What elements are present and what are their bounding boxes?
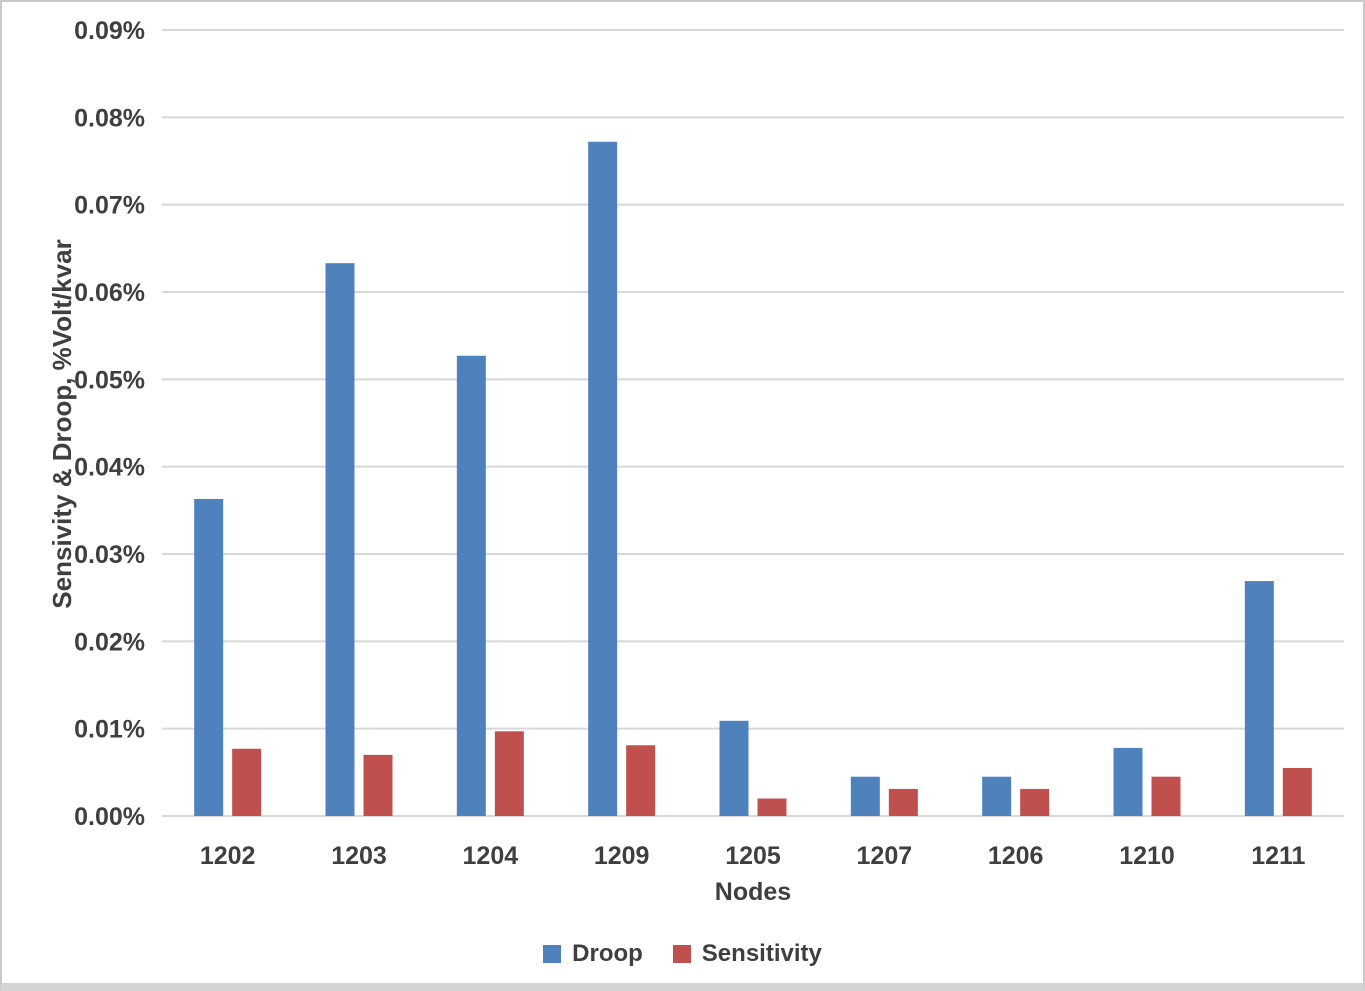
y-tick-label: 0.07%	[74, 192, 145, 220]
sensitivity-legend-swatch	[672, 945, 691, 963]
bar-droop-1210	[1113, 747, 1143, 816]
bar-sensitivity-1205	[757, 798, 787, 816]
x-axis-title: Nodes	[714, 878, 792, 906]
legend-item-sensitivity: Sensitivity	[672, 940, 822, 968]
bar-droop-1204	[456, 355, 486, 816]
bar-sensitivity-1207	[888, 788, 918, 816]
y-tick-label: 0.08%	[74, 104, 145, 132]
bar-sensitivity-1204	[494, 731, 524, 816]
droop-legend-label: Droop	[572, 940, 643, 967]
x-tick-label: 1205	[725, 842, 781, 870]
y-tick-label: 0.05%	[74, 366, 145, 394]
bar-droop-1206	[982, 776, 1012, 816]
y-tick-label: 0.09%	[74, 17, 145, 45]
x-tick-label: 1207	[857, 842, 913, 870]
bar-sensitivity-1206	[1020, 788, 1050, 816]
bar-droop-1209	[588, 141, 618, 816]
bar-droop-1202	[194, 498, 224, 816]
bar-droop-1203	[325, 263, 355, 816]
x-tick-label: 1203	[331, 842, 387, 870]
y-tick-label: 0.02%	[74, 628, 145, 656]
y-tick-label: 0.03%	[74, 541, 145, 569]
x-tick-label: 1209	[594, 842, 650, 870]
bar-sensitivity-1202	[232, 748, 262, 816]
bar-sensitivity-1209	[626, 745, 656, 816]
bar-sensitivity-1210	[1151, 776, 1181, 816]
sensitivity-legend-label: Sensitivity	[701, 940, 822, 967]
y-tick-label: 0.06%	[74, 279, 145, 307]
x-tick-label: 1211	[1251, 842, 1305, 870]
y-axis-title: Sensivity & Droop, %Volt/kvar	[47, 239, 77, 609]
bar-droop-1207	[850, 776, 880, 816]
x-tick-label: 1210	[1119, 842, 1175, 870]
bar-droop-1211	[1244, 581, 1274, 816]
x-tick-label: 1206	[988, 842, 1044, 870]
legend: Droop Sensitivity	[2, 940, 1363, 968]
x-tick-label: 1202	[200, 842, 256, 870]
legend-item-droop: Droop	[543, 940, 643, 968]
y-tick-label: 0.04%	[74, 454, 145, 482]
bar-droop-1205	[719, 720, 749, 816]
bar-sensitivity-1211	[1282, 767, 1312, 816]
y-tick-label: 0.01%	[74, 716, 145, 744]
y-tick-label: 0.00%	[74, 803, 145, 831]
droop-legend-swatch	[543, 945, 562, 963]
bar-sensitivity-1203	[363, 754, 393, 816]
x-tick-label: 1204	[463, 842, 519, 870]
